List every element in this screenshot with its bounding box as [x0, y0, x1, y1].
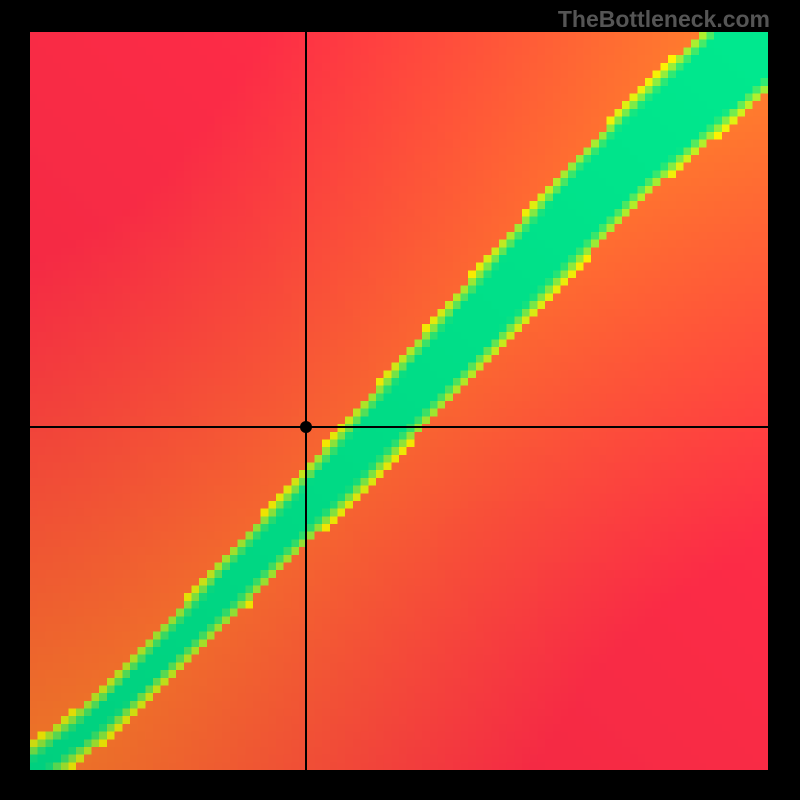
bottleneck-heatmap [30, 32, 768, 770]
data-point-marker [300, 421, 312, 433]
crosshair-horizontal [30, 426, 768, 428]
crosshair-vertical [305, 32, 307, 770]
watermark-text: TheBottleneck.com [558, 6, 770, 33]
